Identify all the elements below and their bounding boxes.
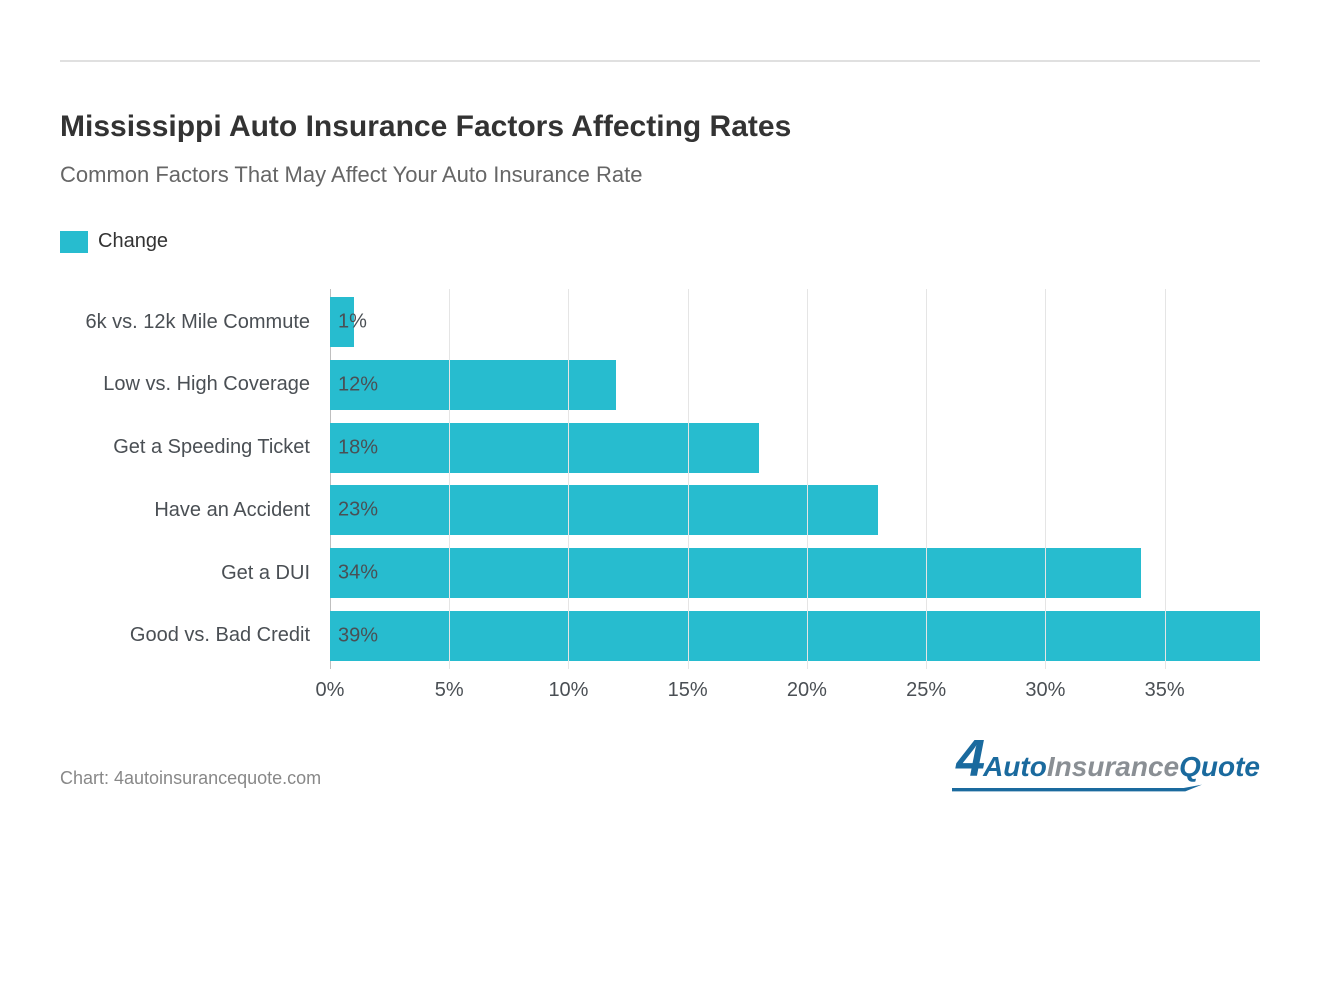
y-axis-label: Get a DUI xyxy=(60,548,320,598)
bar-value-label: 23% xyxy=(338,499,378,522)
y-axis-label: Good vs. Bad Credit xyxy=(60,611,320,661)
bar-value-label: 18% xyxy=(338,436,378,459)
chart-credit: Chart: 4autoinsurancequote.com xyxy=(60,768,321,789)
legend: Change xyxy=(60,230,1260,253)
logo-prefix: 4 xyxy=(956,729,985,789)
y-axis-label: Get a Speeding Ticket xyxy=(60,423,320,473)
chart-subtitle: Common Factors That May Affect Your Auto… xyxy=(60,162,1260,188)
bar: 34% xyxy=(330,548,1141,598)
bar: 18% xyxy=(330,423,759,473)
bar-row: 34% xyxy=(330,548,1260,598)
gridline xyxy=(1045,289,1046,669)
footer: Chart: 4autoinsurancequote.com 4 AutoIns… xyxy=(60,729,1260,789)
y-axis-label: Low vs. High Coverage xyxy=(60,360,320,410)
bar-row: 12% xyxy=(330,360,1260,410)
logo-text: AutoInsuranceQuote xyxy=(983,751,1260,783)
gridline xyxy=(568,289,569,669)
x-axis-tick: 20% xyxy=(787,679,827,702)
y-axis-labels: 6k vs. 12k Mile Commute Low vs. High Cove… xyxy=(60,297,320,661)
chart-title: Mississippi Auto Insurance Factors Affec… xyxy=(60,110,1260,144)
x-axis-tick: 15% xyxy=(668,679,708,702)
gridline xyxy=(1165,289,1166,669)
x-axis-tick: 0% xyxy=(316,679,345,702)
bar-value-label: 39% xyxy=(338,624,378,647)
bar-row: 39% xyxy=(330,611,1260,661)
bars-container: 1% 12% 18% 23% 34% 39% xyxy=(330,297,1260,661)
chart-area: 6k vs. 12k Mile Commute Low vs. High Cove… xyxy=(60,289,1260,709)
logo-underline-icon xyxy=(952,783,1202,793)
gridline xyxy=(807,289,808,669)
x-axis-tick: 25% xyxy=(906,679,946,702)
gridline xyxy=(926,289,927,669)
bar: 1% xyxy=(330,297,354,347)
logo-auto: Auto xyxy=(983,751,1047,782)
bar-value-label: 12% xyxy=(338,373,378,396)
y-axis-label: Have an Accident xyxy=(60,485,320,535)
logo-insurance: Insurance xyxy=(1047,751,1179,782)
gridline xyxy=(688,289,689,669)
bar-row: 18% xyxy=(330,423,1260,473)
x-axis-tick: 10% xyxy=(548,679,588,702)
legend-swatch xyxy=(60,231,88,253)
bar-value-label: 34% xyxy=(338,562,378,585)
brand-logo: 4 AutoInsuranceQuote xyxy=(956,729,1260,789)
gridline xyxy=(449,289,450,669)
bar: 12% xyxy=(330,360,616,410)
y-axis-label: 6k vs. 12k Mile Commute xyxy=(60,297,320,347)
bar: 23% xyxy=(330,485,878,535)
x-axis-tick: 35% xyxy=(1145,679,1185,702)
x-axis-tick: 30% xyxy=(1025,679,1065,702)
plot-area: 1% 12% 18% 23% 34% 39% xyxy=(330,289,1260,669)
legend-label: Change xyxy=(98,230,168,253)
bar: 39% xyxy=(330,611,1260,661)
x-axis-tick: 5% xyxy=(435,679,464,702)
x-axis: 0%5%10%15%20%25%30%35% xyxy=(330,669,1260,709)
bar-row: 1% xyxy=(330,297,1260,347)
bar-row: 23% xyxy=(330,485,1260,535)
bar-value-label: 1% xyxy=(338,311,367,334)
divider-top xyxy=(60,60,1260,62)
logo-quote: Quote xyxy=(1179,751,1260,782)
